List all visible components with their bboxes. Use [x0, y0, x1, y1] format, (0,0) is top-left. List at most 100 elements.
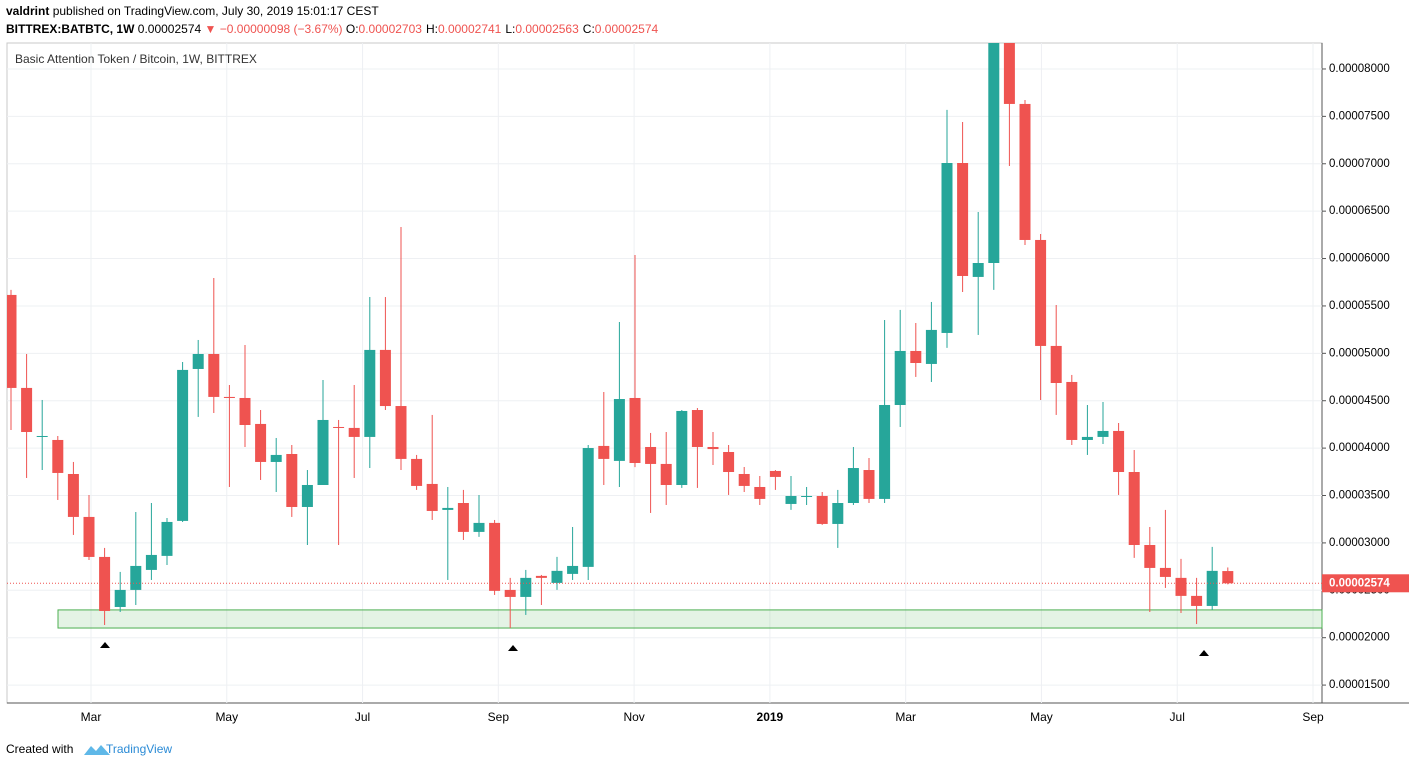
candle-body [1035, 239, 1047, 346]
candle-body [395, 406, 407, 459]
candle-body [457, 503, 469, 532]
header-line-1: valdrint published on TradingView.com, J… [6, 4, 379, 18]
candle-body [629, 397, 641, 463]
y-tick-label: 0.00007500 [1329, 110, 1390, 122]
candle-body [301, 484, 313, 507]
author: valdrint [6, 4, 50, 18]
candle-body [145, 554, 157, 570]
y-tick-label: 0.00005000 [1329, 347, 1390, 359]
ohlc-label: L: [505, 22, 516, 36]
candle-body [114, 589, 126, 607]
candle-body [1066, 381, 1078, 440]
candle-body [99, 556, 111, 611]
candle-body [1159, 567, 1171, 577]
candle-body [192, 353, 204, 369]
x-tick-label: May [1030, 710, 1053, 724]
marker-triangle [508, 645, 518, 651]
support-zone [57, 609, 1323, 629]
header-line-2: BITTREX:BATBTC, 1W 0.00002574 ▼ −0.00000… [6, 22, 662, 36]
candle-body [1222, 571, 1234, 584]
y-tick-label: 0.00006000 [1329, 253, 1390, 265]
candle-body [941, 163, 953, 333]
candle-body [691, 410, 703, 447]
candle-body [333, 426, 345, 428]
price: 0.00002574 [137, 22, 202, 36]
candle-body [1097, 430, 1109, 437]
x-tick-label: Jul [1170, 710, 1185, 724]
candle-body [972, 263, 984, 277]
x-tick-label: Sep [488, 710, 510, 724]
ohlc-label: H: [425, 22, 438, 36]
candle-body [1206, 570, 1218, 606]
x-tick-label: Mar [895, 710, 916, 724]
candle-body [1050, 345, 1062, 383]
x-tick-label: Sep [1302, 710, 1324, 724]
candle-body [239, 397, 251, 425]
x-tick-label: Nov [623, 710, 644, 724]
candle-body [52, 439, 64, 473]
candle-body [551, 570, 563, 583]
y-tick-label: 0.00008000 [1329, 63, 1390, 75]
candle-body [379, 349, 391, 407]
candle-body [1128, 472, 1140, 545]
y-tick-label: 0.00003000 [1329, 537, 1390, 549]
candle-body [1019, 103, 1031, 240]
candle-body [613, 399, 625, 461]
candle-body [270, 454, 282, 462]
candle-body [520, 577, 532, 597]
candle-body [286, 453, 298, 507]
candle-body [785, 495, 797, 504]
x-tick-label: 2019 [757, 710, 784, 724]
y-tick-label: 0.00002000 [1329, 632, 1390, 644]
logo [84, 745, 110, 755]
candle-body [473, 522, 485, 532]
candle-body [894, 350, 906, 405]
y-tick-label: 0.00004500 [1329, 395, 1390, 407]
chart-title: Basic Attention Token / Bitcoin, 1W, BIT… [15, 52, 257, 66]
candle-body [7, 294, 17, 388]
candle-body [411, 458, 423, 486]
candle-body [925, 329, 937, 364]
candle-body [1003, 43, 1015, 104]
candle-body [130, 565, 142, 590]
marker-triangle [1199, 650, 1209, 656]
candle-body [801, 495, 813, 497]
candle-body [177, 369, 189, 521]
candle-body [317, 419, 329, 485]
x-tick-label: Mar [81, 710, 102, 724]
y-tick-label: 0.00005500 [1329, 300, 1390, 312]
price-label-bg [1322, 574, 1409, 593]
candle-body [832, 503, 844, 524]
footer-text: Created with [6, 742, 73, 756]
candle-body [489, 522, 501, 591]
candle-body [754, 486, 766, 499]
symbol: BITTREX:BATBTC, 1W [6, 22, 135, 36]
y-tick-label: 0.00007000 [1329, 158, 1390, 170]
candle-body [1113, 430, 1125, 473]
candle-body [161, 521, 173, 556]
candle-body [598, 445, 610, 459]
candle-body [660, 463, 672, 485]
ohlc-label: O: [345, 22, 359, 36]
marker-triangle [100, 642, 110, 648]
price-label: 0.00002574 [1329, 577, 1390, 589]
candle-body [426, 483, 438, 511]
y-tick-label: 0.00002500 [1329, 584, 1390, 596]
candle-body [847, 468, 859, 503]
candle-body [645, 446, 657, 464]
candle-body [1144, 544, 1156, 568]
ohlc-value: 0.00002574 [594, 22, 659, 36]
x-tick-label: May [215, 710, 238, 724]
candle-body [442, 507, 454, 510]
candle-body [348, 427, 360, 437]
candle-body [36, 435, 48, 437]
published: published on TradingView.com, July 30, 2… [52, 4, 379, 18]
candle-body [1175, 577, 1187, 596]
x-tick-label: Jul [355, 710, 370, 724]
candle-body [364, 349, 376, 437]
change: −0.00000098 (−3.67%) [219, 22, 343, 36]
footer-brand: TradingView [106, 742, 172, 756]
candle-body [816, 495, 828, 524]
